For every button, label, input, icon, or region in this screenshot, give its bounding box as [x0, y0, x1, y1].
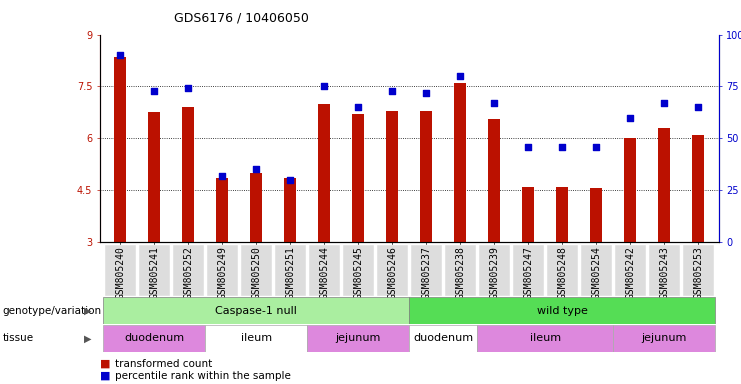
- FancyBboxPatch shape: [479, 245, 510, 296]
- FancyBboxPatch shape: [649, 245, 679, 296]
- Text: GSM805251: GSM805251: [285, 246, 296, 299]
- Bar: [182, 107, 194, 242]
- Point: [420, 89, 432, 96]
- FancyBboxPatch shape: [139, 245, 170, 296]
- Point: [148, 88, 160, 94]
- Bar: [319, 104, 330, 242]
- Point: [625, 114, 637, 121]
- Text: GSM805248: GSM805248: [557, 246, 568, 299]
- FancyBboxPatch shape: [683, 245, 714, 296]
- Point: [182, 85, 194, 91]
- Text: transformed count: transformed count: [115, 359, 212, 369]
- Text: ileum: ileum: [530, 333, 561, 343]
- Text: GSM805245: GSM805245: [353, 246, 363, 299]
- Point: [522, 144, 534, 150]
- Point: [556, 144, 568, 150]
- Text: ■: ■: [100, 371, 114, 381]
- Bar: [216, 178, 228, 242]
- Text: genotype/variation: genotype/variation: [2, 306, 102, 316]
- FancyBboxPatch shape: [513, 245, 544, 296]
- FancyBboxPatch shape: [411, 245, 442, 296]
- Bar: [409, 325, 477, 352]
- Point: [353, 104, 365, 110]
- FancyBboxPatch shape: [275, 245, 306, 296]
- Text: wild type: wild type: [537, 306, 588, 316]
- Bar: [205, 325, 308, 352]
- FancyBboxPatch shape: [343, 245, 373, 296]
- Text: GSM805254: GSM805254: [591, 246, 602, 299]
- Point: [216, 172, 228, 179]
- Text: GSM805240: GSM805240: [116, 246, 125, 299]
- Text: GDS6176 / 10406050: GDS6176 / 10406050: [174, 12, 309, 25]
- Text: GSM805239: GSM805239: [489, 246, 499, 299]
- Text: GSM805241: GSM805241: [150, 246, 159, 299]
- FancyBboxPatch shape: [309, 245, 339, 296]
- Text: GSM805247: GSM805247: [523, 246, 534, 299]
- Text: GSM805246: GSM805246: [388, 246, 397, 299]
- Bar: [387, 111, 399, 242]
- Bar: [591, 189, 602, 242]
- Text: percentile rank within the sample: percentile rank within the sample: [115, 371, 290, 381]
- Point: [692, 104, 704, 110]
- Bar: [614, 325, 715, 352]
- Point: [319, 83, 330, 89]
- Text: ileum: ileum: [241, 333, 272, 343]
- Text: tissue: tissue: [2, 333, 33, 343]
- Text: GSM805238: GSM805238: [456, 246, 465, 299]
- FancyBboxPatch shape: [547, 245, 578, 296]
- Text: GSM805253: GSM805253: [694, 246, 703, 299]
- Point: [591, 144, 602, 150]
- Bar: [114, 57, 127, 242]
- Text: GSM805244: GSM805244: [319, 246, 330, 299]
- Bar: [477, 325, 614, 352]
- Text: ▶: ▶: [84, 306, 91, 316]
- FancyBboxPatch shape: [173, 245, 204, 296]
- Text: GSM805243: GSM805243: [659, 246, 669, 299]
- Point: [659, 100, 671, 106]
- Bar: [454, 83, 466, 242]
- Point: [250, 166, 262, 172]
- Bar: [659, 128, 671, 242]
- FancyBboxPatch shape: [105, 245, 136, 296]
- FancyBboxPatch shape: [241, 245, 272, 296]
- Bar: [353, 114, 365, 242]
- Text: GSM805237: GSM805237: [422, 246, 431, 299]
- Text: jejunum: jejunum: [336, 333, 381, 343]
- Text: ■: ■: [100, 359, 114, 369]
- Point: [115, 52, 127, 58]
- Text: duodenum: duodenum: [124, 333, 185, 343]
- Bar: [308, 325, 409, 352]
- Bar: [556, 187, 568, 242]
- FancyBboxPatch shape: [207, 245, 238, 296]
- Text: duodenum: duodenum: [413, 333, 473, 343]
- Text: ▶: ▶: [84, 333, 91, 343]
- Bar: [250, 173, 262, 242]
- FancyBboxPatch shape: [581, 245, 611, 296]
- Bar: [148, 113, 160, 242]
- Bar: [692, 135, 705, 242]
- Bar: [285, 178, 296, 242]
- Text: Caspase-1 null: Caspase-1 null: [216, 306, 297, 316]
- Text: GSM805249: GSM805249: [217, 246, 227, 299]
- FancyBboxPatch shape: [615, 245, 645, 296]
- FancyBboxPatch shape: [377, 245, 408, 296]
- Bar: [522, 187, 534, 242]
- Point: [454, 73, 466, 79]
- Text: GSM805252: GSM805252: [184, 246, 193, 299]
- Bar: [409, 297, 715, 324]
- Bar: [625, 138, 637, 242]
- Text: GSM805250: GSM805250: [251, 246, 262, 299]
- Bar: [488, 119, 500, 242]
- Bar: [104, 325, 205, 352]
- Point: [488, 100, 500, 106]
- FancyBboxPatch shape: [445, 245, 476, 296]
- Bar: [104, 297, 409, 324]
- Bar: [420, 111, 432, 242]
- Text: jejunum: jejunum: [642, 333, 687, 343]
- Point: [387, 88, 399, 94]
- Text: GSM805242: GSM805242: [625, 246, 635, 299]
- Point: [285, 177, 296, 183]
